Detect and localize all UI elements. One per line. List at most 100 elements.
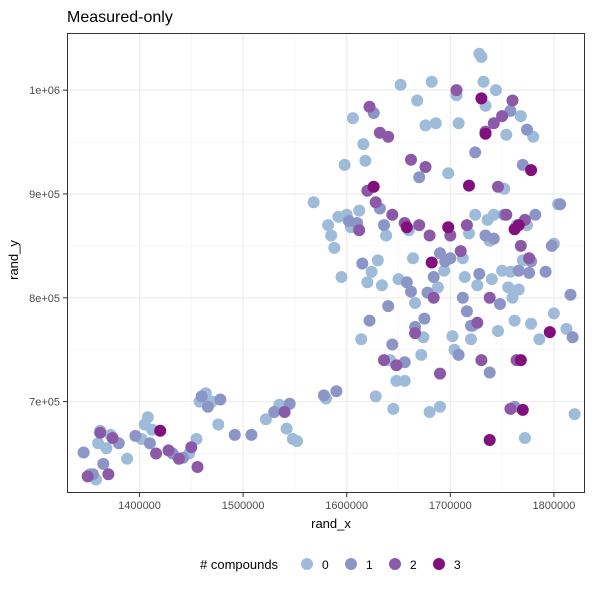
legend-key-1 xyxy=(345,558,357,570)
data-point-0-93 xyxy=(514,110,527,123)
data-point-2-29 xyxy=(454,245,467,258)
data-point-2-28 xyxy=(450,84,463,97)
data-point-2-23 xyxy=(419,161,432,173)
data-point-0-59 xyxy=(431,281,444,294)
data-point-2-18 xyxy=(390,359,403,372)
chart-title: Measured-only xyxy=(67,9,173,26)
data-point-2-21 xyxy=(409,327,422,340)
data-point-2-17 xyxy=(386,208,399,221)
data-point-1-45 xyxy=(487,232,500,245)
data-point-0-24 xyxy=(322,219,335,232)
y-tick-label: 7e+05 xyxy=(29,397,60,409)
data-point-1-44 xyxy=(483,366,496,379)
data-point-0-66 xyxy=(452,117,465,130)
x-tick-label: 1600000 xyxy=(325,500,368,512)
data-point-3-0 xyxy=(154,424,167,437)
data-point-1-30 xyxy=(413,171,426,184)
data-point-1-10 xyxy=(214,393,227,406)
data-point-0-56 xyxy=(423,406,436,418)
x-axis-title: rand_x xyxy=(311,516,351,531)
data-point-0-19 xyxy=(280,422,293,435)
data-point-2-26 xyxy=(434,367,446,380)
y-axis-ticks: 7e+05 8e+05 9e+05 1e+06 xyxy=(29,85,67,409)
data-point-0-105 xyxy=(568,408,581,421)
data-point-0-6 xyxy=(121,452,134,465)
data-point-0-89 xyxy=(506,291,519,304)
data-point-0-4 xyxy=(100,442,113,455)
data-point-2-4 xyxy=(150,447,163,460)
data-point-0-95 xyxy=(518,432,531,444)
data-point-1-58 xyxy=(554,198,567,211)
data-point-1-24 xyxy=(382,300,395,313)
data-point-2-16 xyxy=(382,130,395,143)
data-point-0-34 xyxy=(355,333,368,346)
legend-title: # compounds xyxy=(200,557,279,572)
data-point-2-22 xyxy=(413,219,426,232)
data-point-0-92 xyxy=(512,283,525,296)
data-point-0-32 xyxy=(346,112,359,125)
data-point-2-34 xyxy=(483,291,496,304)
data-point-0-45 xyxy=(390,374,403,387)
data-point-0-53 xyxy=(415,348,428,361)
data-point-0-42 xyxy=(380,229,393,242)
data-point-3-8 xyxy=(483,434,496,446)
data-point-0-22 xyxy=(307,196,320,209)
data-point-1-19 xyxy=(356,257,369,270)
data-point-0-90 xyxy=(508,314,521,327)
data-point-0-29 xyxy=(338,158,351,171)
data-point-0-62 xyxy=(442,167,455,180)
data-point-1-31 xyxy=(418,312,431,325)
data-point-2-38 xyxy=(500,208,513,221)
data-point-0-52 xyxy=(411,94,424,107)
data-point-2-32 xyxy=(475,354,488,367)
data-point-1-39 xyxy=(460,305,473,318)
data-point-2-10 xyxy=(353,224,366,237)
data-point-3-5 xyxy=(463,179,475,192)
x-tick-label: 1800000 xyxy=(533,500,576,512)
data-point-0-51 xyxy=(409,297,422,309)
data-point-0-100 xyxy=(533,333,546,346)
data-point-3-3 xyxy=(425,256,438,269)
data-point-0-39 xyxy=(369,390,382,403)
data-point-0-58 xyxy=(429,117,442,130)
y-axis-title: rand_y xyxy=(6,240,21,280)
data-point-2-6 xyxy=(172,452,185,465)
data-point-1-38 xyxy=(456,291,469,304)
data-point-0-47 xyxy=(394,78,407,91)
data-point-2-44 xyxy=(523,252,536,265)
y-tick-label: 8e+05 xyxy=(29,293,60,305)
data-point-2-42 xyxy=(514,239,527,252)
data-point-1-2 xyxy=(97,457,110,470)
y-tick-label: 1e+06 xyxy=(29,85,60,97)
data-point-1-9 xyxy=(201,400,214,413)
data-point-0-81 xyxy=(487,208,500,221)
data-point-1-16 xyxy=(330,385,343,398)
data-point-0-104 xyxy=(560,322,573,335)
data-point-2-39 xyxy=(504,402,517,415)
data-point-1-46 xyxy=(494,298,506,310)
data-point-2-5 xyxy=(162,444,175,457)
data-point-0-75 xyxy=(475,50,488,63)
data-point-0-38 xyxy=(365,265,378,278)
data-point-2-13 xyxy=(369,196,382,209)
data-point-0-44 xyxy=(387,402,400,415)
data-point-0-82 xyxy=(489,84,502,97)
data-point-0-16 xyxy=(212,418,225,431)
plot-border xyxy=(67,33,585,493)
data-point-0-87 xyxy=(502,281,515,294)
data-point-2-3 xyxy=(106,432,119,444)
data-points xyxy=(77,47,581,486)
data-point-0-48 xyxy=(398,374,411,387)
data-point-3-14 xyxy=(543,326,556,339)
legend-key-2 xyxy=(389,558,401,570)
legend-label-0: 0 xyxy=(322,558,329,572)
data-point-0-21 xyxy=(291,435,303,448)
data-point-0-28 xyxy=(335,271,348,283)
legend: # compounds 0 1 2 3 xyxy=(200,557,461,572)
data-point-2-8 xyxy=(191,461,204,473)
data-point-0-26 xyxy=(328,241,341,254)
data-point-0-25 xyxy=(325,229,338,242)
data-point-0-17 xyxy=(259,413,272,426)
data-point-0-35 xyxy=(357,138,370,151)
